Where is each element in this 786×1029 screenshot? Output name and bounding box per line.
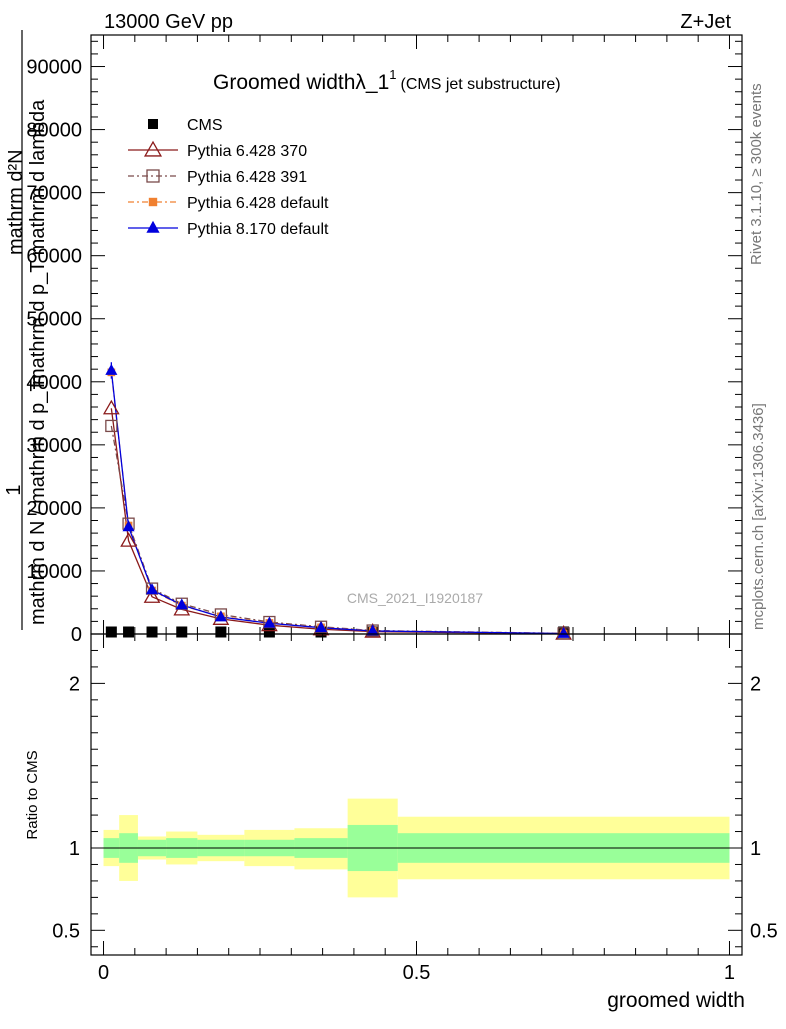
data-point-cms <box>123 626 135 638</box>
x-tick-label: 0 <box>98 962 109 984</box>
data-point-p370 <box>143 588 161 603</box>
data-point-p8def <box>122 520 135 532</box>
y-tick-label-ratio-right: 0.5 <box>750 920 778 942</box>
data-point-p370 <box>102 399 120 415</box>
ratio-frame <box>90 633 743 956</box>
legend-label-cms: CMS <box>187 117 223 134</box>
data-point-p8def <box>557 626 570 638</box>
legend: CMS Pythia 6.428 370 Pythia 6.428 391 Pythi… <box>128 117 329 238</box>
data-point-p8def <box>314 621 328 633</box>
y-tick-label-main: 50000 <box>26 309 82 331</box>
data-point-cms <box>105 626 117 638</box>
y-label-outer-den: mathrm d N / mathrm d p_T <box>27 379 49 625</box>
y-tick-label-ratio-right: 1 <box>750 838 761 860</box>
mcplots-label: mcplots.cern.ch [arXiv:1306.3436] <box>750 403 767 630</box>
legend-marker-p391 <box>146 169 160 183</box>
collision-label: 13000 GeV pp <box>104 11 233 33</box>
y-tick-label-main: 10000 <box>26 561 82 583</box>
legend-label-p391: Pythia 6.428 391 <box>187 169 307 186</box>
data-point-p370 <box>120 532 137 547</box>
x-tick-label: 1 <box>724 962 735 984</box>
data-point-p8def <box>366 624 379 636</box>
data-point-p391 <box>105 419 118 433</box>
y-label-inner-den: mathrm d p_T mathrm d lambda <box>27 99 49 385</box>
legend-label-p6def: Pythia 6.428 default <box>187 195 329 212</box>
y-label-one: 1 <box>3 484 25 495</box>
series-line-p370 <box>110 408 564 635</box>
data-point-p8def <box>105 363 118 375</box>
y-tick-label-ratio: 1 <box>69 838 80 860</box>
legend-marker-p370 <box>143 140 163 157</box>
x-axis-label: groomed width <box>607 989 745 1012</box>
data-point-cms <box>215 626 227 638</box>
process-label: Z+Jet <box>680 11 731 33</box>
y-tick-label-main: 40000 <box>26 372 82 394</box>
y-axis-label-main: 1 mathrm d N / mathrm d p_T mathrm d²N m… <box>3 30 49 630</box>
y-tick-label-main: 0 <box>71 624 82 646</box>
legend-marker-p8def <box>146 220 160 233</box>
ratio-panel: 0 0.5 1 0.5 0.5 1 1 2 2 <box>52 633 778 984</box>
main-panel: 0 10000 20000 30000 40000 50000 60000 70000 8000… <box>26 34 743 646</box>
data-point-p8def <box>263 616 276 628</box>
series-line-p8def <box>110 370 564 635</box>
chart-title-note: (CMS jet substructure) <box>401 76 561 93</box>
y-tick-label-main: 20000 <box>26 498 82 520</box>
y-tick-label-main: 80000 <box>26 120 82 142</box>
legend-label-p370: Pythia 6.428 370 <box>187 143 307 160</box>
y-tick-label-ratio-right: 2 <box>750 673 761 695</box>
chart-title-sup: 1 <box>389 67 396 82</box>
chart-title: Groomed widthλ_11 (CMS jet substructure) <box>213 67 561 94</box>
legend-marker-p6def <box>148 197 158 207</box>
rivet-label: Rivet 3.1.10, ≥ 300k events <box>748 83 765 265</box>
y-tick-label-main: 30000 <box>26 435 82 457</box>
y-tick-label-ratio: 0.5 <box>52 920 80 942</box>
analysis-watermark: CMS_2021_I1920187 <box>347 590 483 606</box>
y-tick-label-main: 60000 <box>26 246 82 268</box>
y-axis-label-ratio: Ratio to CMS <box>24 750 41 839</box>
data-point-p8def <box>214 610 227 622</box>
legend-marker-cms <box>148 119 158 129</box>
data-point-cms <box>263 626 275 638</box>
chart-title-main: Groomed widthλ_1 <box>213 71 389 94</box>
y-tick-label-main: 90000 <box>26 57 82 79</box>
data-point-p8def <box>175 598 188 610</box>
y-tick-label-main: 70000 <box>26 183 82 205</box>
y-tick-label-ratio: 2 <box>69 673 80 695</box>
legend-label-p8def: Pythia 8.170 default <box>187 221 329 238</box>
data-point-cms <box>146 626 158 638</box>
series-line-p6def <box>110 372 564 635</box>
data-point-p8def <box>145 583 159 595</box>
data-point-cms <box>176 626 188 638</box>
x-tick-label: 0.5 <box>403 962 431 984</box>
y-label-numerator: mathrm d²N <box>5 149 27 255</box>
